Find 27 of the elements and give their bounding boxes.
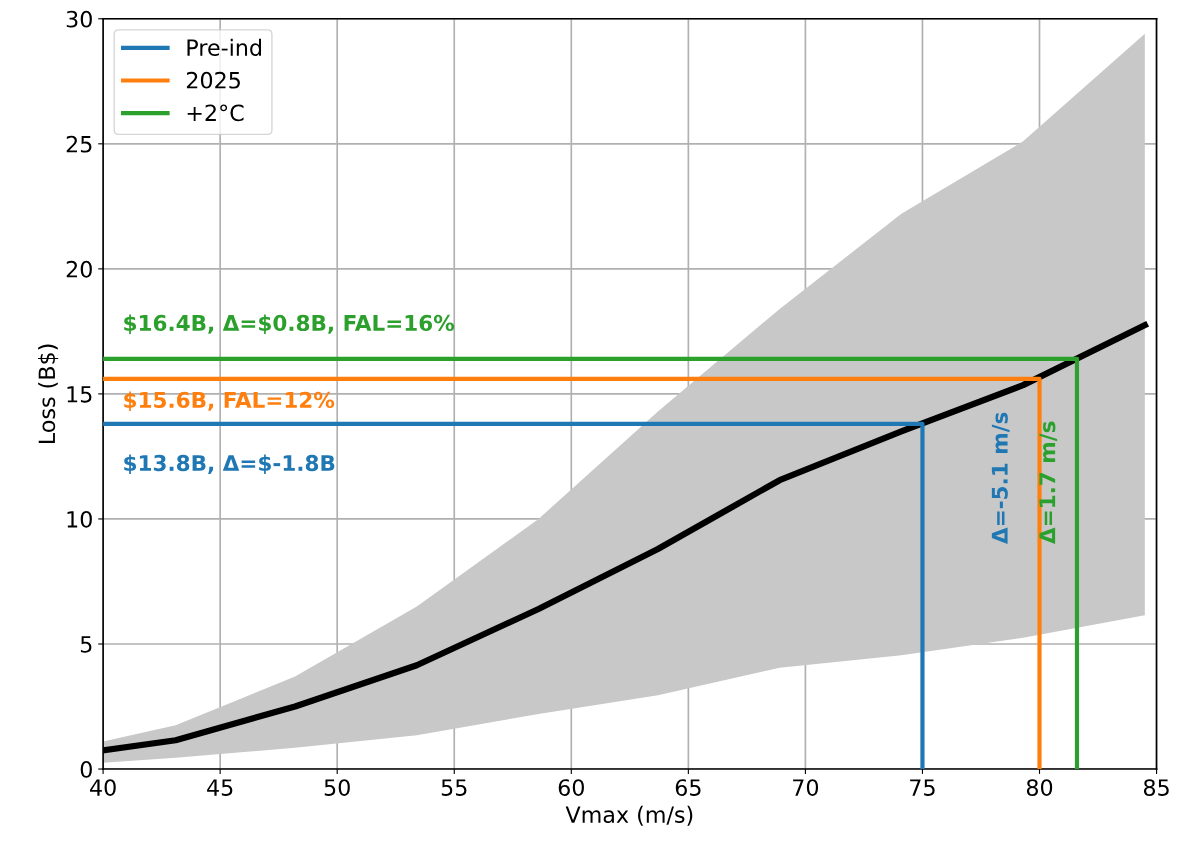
annotation: Δ=-5.1 m/s bbox=[991, 412, 1010, 544]
y-axis-title: Loss (B$) bbox=[38, 344, 59, 443]
y-tick-label: 25 bbox=[66, 135, 92, 153]
y-tick-label: 30 bbox=[66, 10, 92, 28]
y-tick-label: 0 bbox=[80, 760, 92, 778]
y-tick-label: 5 bbox=[80, 636, 92, 653]
x-tick-label: 65 bbox=[675, 779, 701, 796]
y-tick-label: 10 bbox=[67, 510, 92, 528]
x-tick-label: 45 bbox=[207, 779, 233, 796]
x-tick-label: 75 bbox=[910, 779, 935, 796]
annotation: $16.4B, Δ=$0.8B, FAL=16% bbox=[124, 314, 455, 334]
annotation: $15.6B, FAL=12% bbox=[124, 391, 335, 411]
x-tick-label: 50 bbox=[324, 779, 350, 796]
legend-label: Pre-ind bbox=[187, 38, 261, 56]
annotation: Δ=1.7 m/s bbox=[1039, 421, 1058, 544]
legend-label: 2025 bbox=[186, 71, 240, 89]
x-tick-label: 40 bbox=[90, 779, 116, 796]
x-axis-title: Vmax (m/s) bbox=[565, 805, 693, 826]
x-tick-label: 85 bbox=[1143, 779, 1169, 796]
annotation: $13.8B, Δ=$-1.8B bbox=[124, 454, 335, 474]
legend-label: +2°C bbox=[187, 104, 244, 122]
x-tick-label: 70 bbox=[793, 779, 819, 796]
x-tick-label: 55 bbox=[441, 779, 467, 796]
y-tick-label: 15 bbox=[67, 386, 92, 403]
y-tick-label: 20 bbox=[66, 260, 92, 278]
x-tick-label: 60 bbox=[558, 779, 584, 796]
x-tick-label: 80 bbox=[1026, 779, 1053, 796]
